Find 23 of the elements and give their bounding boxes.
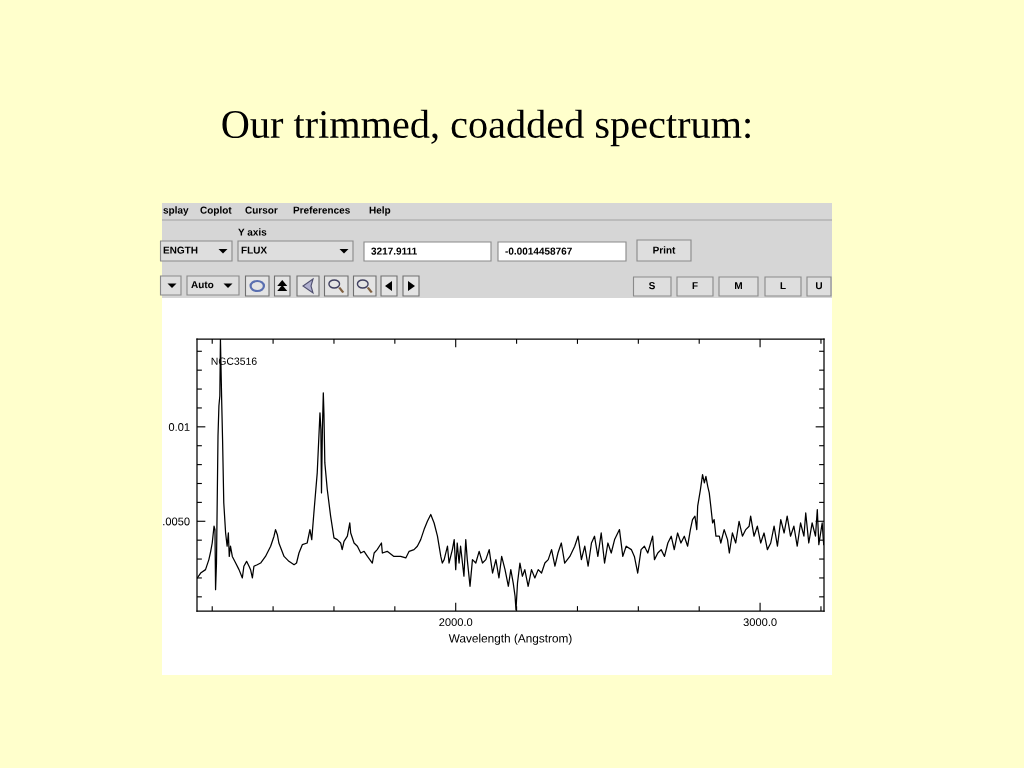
text: M: [735, 282, 742, 290]
chart-title: Our trimmed, coadded spectrum:: [222, 109, 750, 147]
y-tick-label: .0050: [163, 517, 190, 526]
text: F: [692, 282, 698, 290]
text: FLUX: [241, 246, 268, 254]
text: Y axis: [238, 228, 267, 236]
text: splay: [163, 206, 189, 216]
x-tick-label: 3000.0: [743, 618, 777, 627]
x-tick-label: 2000.0: [439, 618, 473, 627]
text: Coplot: [200, 206, 232, 216]
text: Preferences: [293, 206, 350, 214]
text: S: [648, 282, 655, 290]
text: U: [815, 282, 822, 290]
text: ENGTH: [163, 246, 198, 254]
text: L: [780, 282, 786, 290]
text: Auto: [191, 281, 214, 289]
text: -0.0014458767: [505, 247, 572, 255]
text: 3217.9111: [371, 247, 417, 255]
x-axis-title: Wavelength (Angstrom): [448, 633, 572, 645]
text: Print: [653, 246, 676, 254]
text: Cursor: [245, 206, 278, 214]
y-tick-label: 0.01: [168, 423, 190, 431]
text: Help: [369, 206, 391, 216]
